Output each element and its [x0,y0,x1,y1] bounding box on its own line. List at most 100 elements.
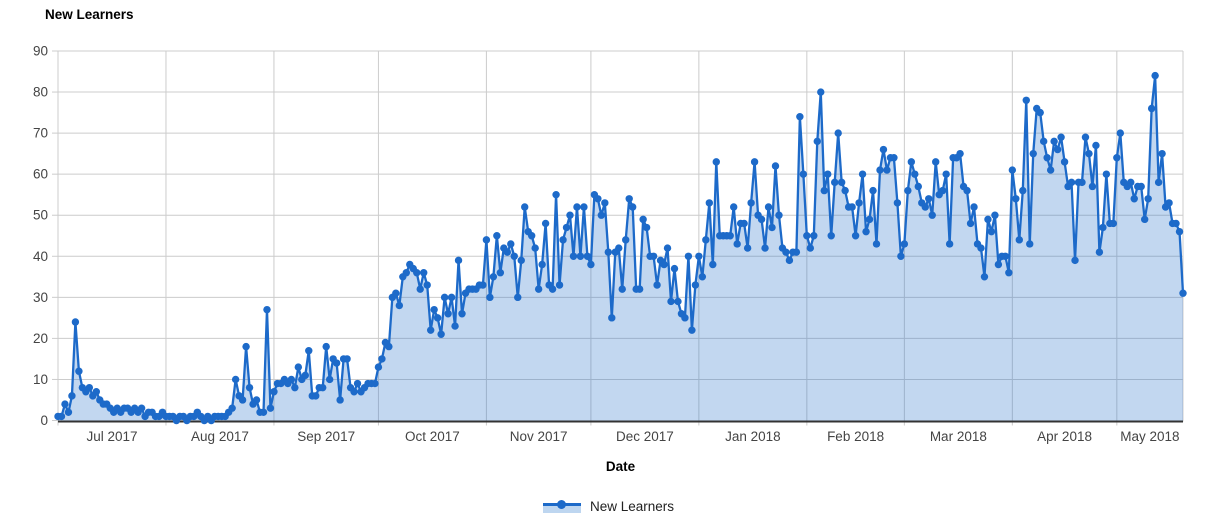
data-point [1029,149,1037,158]
data-point [548,285,557,293]
x-tick-label: Nov 2017 [510,429,568,444]
data-point [841,186,849,195]
data-point [580,203,588,211]
data-points[interactable] [54,71,1187,425]
y-tick-label: 20 [33,331,48,346]
data-point [137,404,146,412]
data-point [956,149,964,158]
data-point [761,244,769,252]
data-point [503,248,511,256]
data-point [566,211,574,219]
data-point [622,236,630,244]
data-point [907,158,916,166]
data-point [322,342,330,351]
data-point [1172,219,1180,228]
data-point [733,240,741,248]
data-point [1036,108,1044,117]
data-point [820,186,828,195]
data-point [312,392,320,400]
data-point [263,305,271,314]
data-point [726,232,734,240]
x-axis-title: Date [605,459,636,474]
data-point [305,347,313,355]
data-point [1039,137,1048,146]
data-point [608,314,616,322]
data-point [932,158,940,166]
data-point [601,199,609,207]
data-point [966,219,975,228]
data-point [374,363,383,371]
x-tick-label: May 2018 [1120,429,1179,444]
data-point [1158,149,1166,158]
x-tick-label: Dec 2017 [616,429,674,444]
data-point [534,285,543,293]
data-point [911,170,919,178]
y-tick-label: 90 [33,44,48,59]
data-point [458,310,466,318]
data-point [994,260,1003,269]
data-point [1130,195,1138,203]
data-point [834,129,842,137]
data-point [270,388,278,396]
x-tick-label: Mar 2018 [930,429,987,444]
data-point [1005,269,1013,277]
data-point [806,244,815,252]
data-point [925,195,933,203]
data-point [688,326,696,334]
data-point [420,269,428,277]
data-point [1008,166,1017,174]
legend-swatch-dot-icon [556,500,566,509]
data-point [378,355,386,363]
data-point [482,236,491,244]
data-point [1053,145,1062,154]
data-point [1067,178,1076,187]
data-point [527,232,536,240]
data-point [942,170,950,178]
data-point [287,375,296,384]
x-tick-label: Feb 2018 [827,429,884,444]
data-point [1057,133,1065,141]
y-tick-label: 30 [33,290,48,305]
data-point [64,408,73,416]
data-point [562,223,571,232]
data-point [336,396,344,404]
data-point [893,199,902,207]
data-point [1078,178,1086,187]
data-point [938,186,947,195]
data-point [1099,223,1107,232]
data-point [782,248,790,256]
data-point [945,240,954,248]
data-point [670,264,679,273]
data-point [1151,71,1159,80]
data-point [1050,137,1058,146]
x-tick-label: Sep 2017 [297,429,355,444]
data-point [353,379,362,388]
data-point [837,178,846,187]
data-point [862,227,870,236]
data-point [642,223,651,232]
data-point [799,170,808,178]
data-point [1071,256,1079,265]
data-point [1144,195,1152,203]
data-point [266,404,275,412]
data-point [827,232,835,240]
data-point [991,211,999,219]
data-point [984,215,992,224]
data-point [294,363,303,371]
data-point [597,211,606,219]
data-point [521,203,529,211]
data-point [865,215,874,224]
data-point [792,248,801,256]
data-point [385,342,393,351]
data-point [559,236,567,244]
data-point [238,396,247,404]
data-point [416,285,424,293]
y-tick-label: 10 [33,372,48,387]
data-point [1140,215,1149,224]
data-point [1060,158,1069,166]
data-point [1095,248,1104,256]
data-point [987,227,996,236]
data-point [573,203,581,211]
legend: New Learners [0,499,1217,514]
